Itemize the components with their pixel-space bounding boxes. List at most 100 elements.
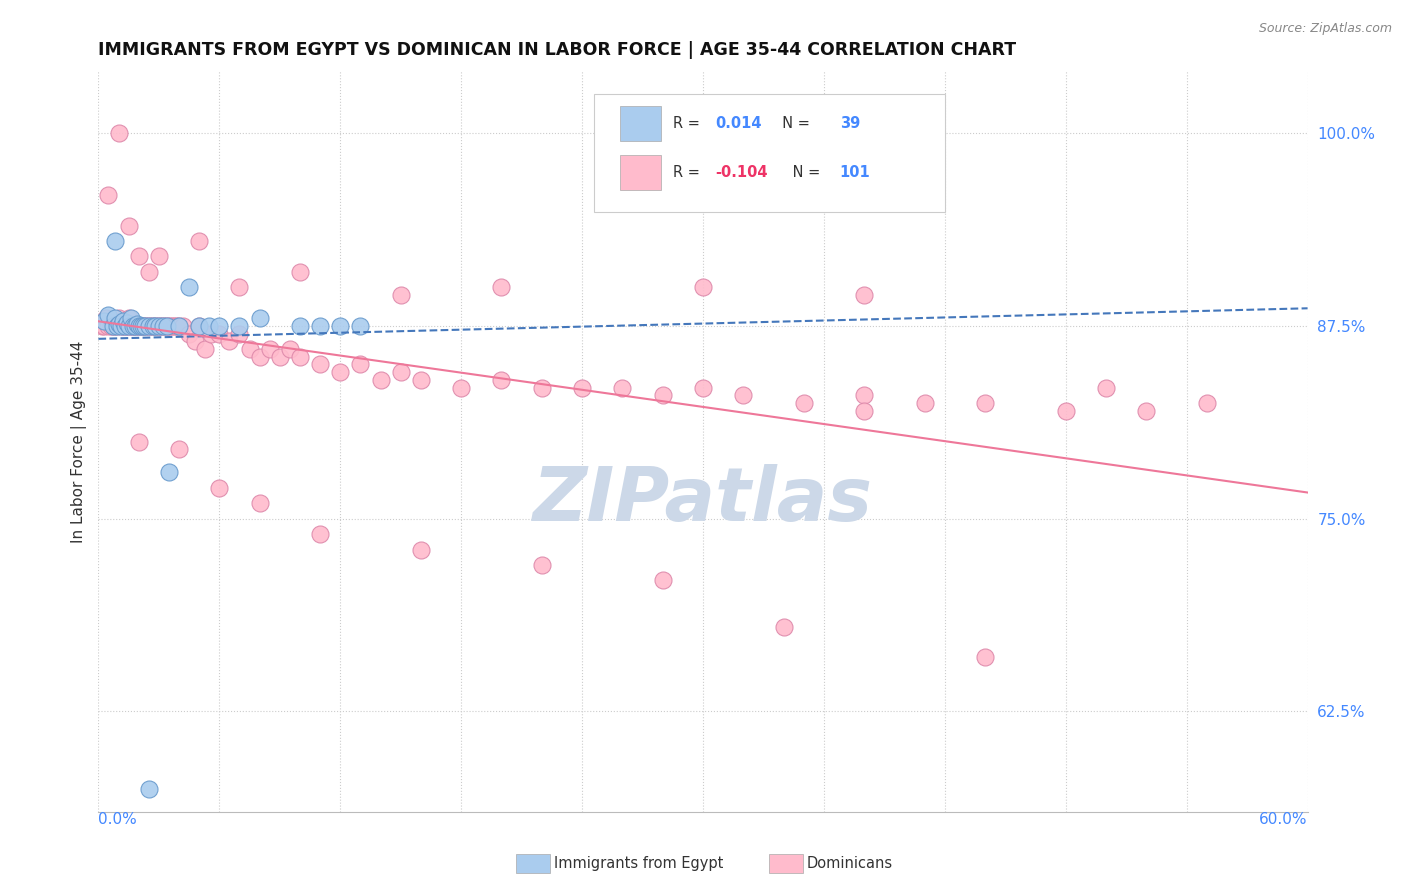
Point — [118, 318, 141, 333]
Point — [115, 316, 138, 330]
Point — [1095, 380, 1118, 394]
Point — [143, 318, 166, 333]
Point — [228, 326, 250, 341]
Point — [121, 318, 143, 333]
Point — [125, 318, 148, 332]
Point — [132, 318, 155, 333]
Y-axis label: In Labor Force | Age 35-44: In Labor Force | Age 35-44 — [72, 341, 87, 542]
Point — [179, 326, 201, 341]
Point — [733, 388, 755, 402]
Point — [166, 318, 188, 333]
Text: -0.104: -0.104 — [716, 165, 768, 180]
Point — [793, 396, 815, 410]
Point — [218, 334, 240, 349]
Text: Source: ZipAtlas.com: Source: ZipAtlas.com — [1258, 22, 1392, 36]
Point — [278, 342, 301, 356]
Point — [148, 318, 170, 333]
Point — [114, 318, 136, 333]
Point — [156, 318, 179, 333]
Text: N =: N = — [787, 165, 824, 180]
Point — [491, 373, 513, 387]
Point — [269, 350, 291, 364]
Point — [160, 318, 183, 333]
Point — [692, 380, 714, 394]
Point — [208, 481, 231, 495]
Point — [450, 380, 472, 394]
Point — [1195, 396, 1218, 410]
Point — [208, 318, 231, 333]
Point — [198, 318, 221, 333]
Point — [530, 558, 553, 572]
Text: R =: R = — [672, 165, 704, 180]
Point — [110, 318, 132, 333]
Point — [125, 318, 148, 333]
Point — [914, 396, 936, 410]
Point — [184, 334, 207, 349]
Point — [107, 318, 129, 332]
Point — [288, 350, 311, 364]
Point — [157, 318, 180, 333]
Point — [530, 380, 553, 394]
Point — [288, 265, 311, 279]
Point — [139, 318, 162, 333]
Point — [93, 318, 115, 333]
Text: N =: N = — [773, 116, 814, 131]
Point — [96, 311, 118, 326]
Point — [107, 126, 129, 140]
Point — [188, 234, 211, 248]
Point — [167, 318, 190, 333]
Point — [853, 288, 876, 302]
Point — [329, 318, 352, 333]
Point — [103, 318, 125, 333]
Point — [692, 280, 714, 294]
Point — [120, 311, 142, 326]
Point — [146, 318, 169, 333]
Text: 39: 39 — [839, 116, 860, 131]
FancyBboxPatch shape — [620, 106, 661, 141]
Point — [163, 318, 186, 333]
Point — [188, 318, 211, 333]
Point — [152, 318, 174, 333]
Point — [974, 650, 997, 665]
Point — [91, 318, 114, 333]
Point — [491, 280, 513, 294]
Point — [118, 219, 141, 233]
Point — [239, 342, 262, 356]
Point — [110, 318, 132, 333]
Point — [101, 318, 124, 333]
Point — [134, 318, 156, 333]
Point — [135, 318, 157, 333]
Point — [128, 250, 150, 264]
Point — [612, 380, 634, 394]
Point — [114, 318, 136, 333]
Point — [97, 308, 120, 322]
Point — [167, 442, 190, 457]
Point — [142, 318, 165, 333]
Point — [571, 380, 593, 394]
Point — [128, 318, 150, 333]
Point — [228, 280, 250, 294]
Point — [111, 318, 134, 333]
Point — [105, 318, 128, 333]
Point — [772, 620, 794, 634]
Text: Immigrants from Egypt: Immigrants from Egypt — [554, 856, 723, 871]
Point — [107, 311, 129, 326]
Point — [208, 326, 231, 341]
Point — [134, 318, 156, 333]
Point — [309, 358, 332, 372]
Point — [124, 318, 146, 333]
Point — [148, 250, 170, 264]
Point — [149, 318, 172, 333]
Point — [129, 318, 152, 333]
Point — [93, 314, 115, 328]
Point — [349, 358, 371, 372]
Point — [249, 496, 271, 510]
Point — [138, 318, 160, 333]
Point — [148, 318, 170, 333]
Point — [105, 318, 128, 333]
Point — [309, 527, 332, 541]
Point — [128, 318, 150, 333]
Point — [179, 280, 201, 294]
Point — [853, 388, 876, 402]
Point — [129, 318, 152, 333]
